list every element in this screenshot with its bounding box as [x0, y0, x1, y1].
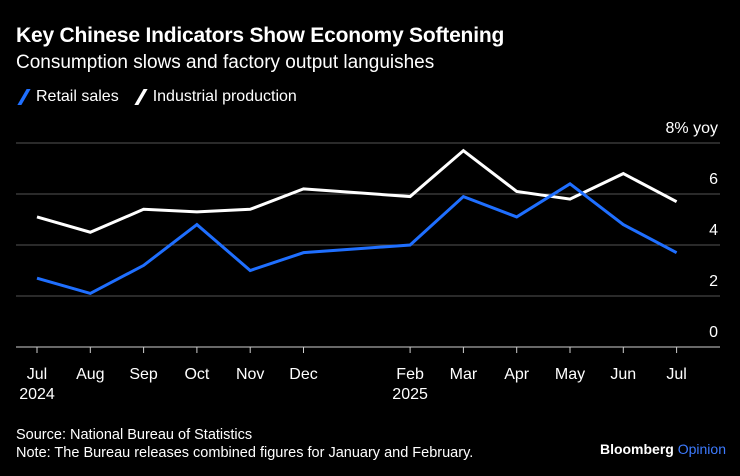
- source-note: Source: National Bureau of Statistics: [16, 427, 253, 443]
- x-tick-year: 2025: [392, 386, 428, 403]
- legend-item-industrial: Industrial production: [133, 88, 297, 106]
- x-tick-label: Dec: [289, 366, 317, 383]
- y-tick-label: 8% yoy: [666, 120, 718, 137]
- x-tick-label: Aug: [76, 366, 104, 383]
- brand-name: Bloomberg: [599, 441, 674, 457]
- footnote: Note: The Bureau releases combined figur…: [16, 445, 474, 461]
- x-tick-label: Jul: [666, 366, 686, 383]
- x-tick-label: May: [555, 366, 585, 383]
- legend-item-retail: Retail sales: [16, 88, 119, 106]
- brand-suffix: Opinion: [677, 441, 726, 457]
- series-line-retail-sales: [36, 181, 678, 296]
- x-tick-label: Jun: [610, 366, 636, 383]
- footer: Source: National Bureau of Statistics No…: [16, 426, 473, 462]
- legend: Retail sales Industrial production: [16, 88, 297, 106]
- legend-label: Industrial production: [152, 88, 297, 105]
- y-tick-label: 0: [709, 324, 718, 341]
- y-tick-label: 6: [709, 171, 718, 188]
- legend-label: Retail sales: [36, 88, 119, 105]
- chart-title: Key Chinese Indicators Show Economy Soft…: [16, 24, 505, 47]
- x-tick-label: Sep: [129, 366, 158, 383]
- x-tick-label: Nov: [236, 366, 264, 383]
- series-line-industrial-production: [36, 148, 678, 234]
- x-tick-label: Oct: [184, 366, 209, 383]
- x-tick-label: Mar: [450, 366, 478, 383]
- y-tick-label: 2: [709, 273, 718, 290]
- x-tick-label: Jul: [27, 366, 47, 383]
- x-tick-label: Apr: [504, 366, 530, 383]
- x-tick-label: Feb: [396, 366, 424, 383]
- chart-subtitle: Consumption slows and factory output lan…: [16, 52, 435, 73]
- x-tick-year: 2024: [19, 386, 55, 403]
- y-tick-label: 4: [709, 222, 718, 239]
- brand-logo: Bloomberg Opinion: [600, 441, 726, 457]
